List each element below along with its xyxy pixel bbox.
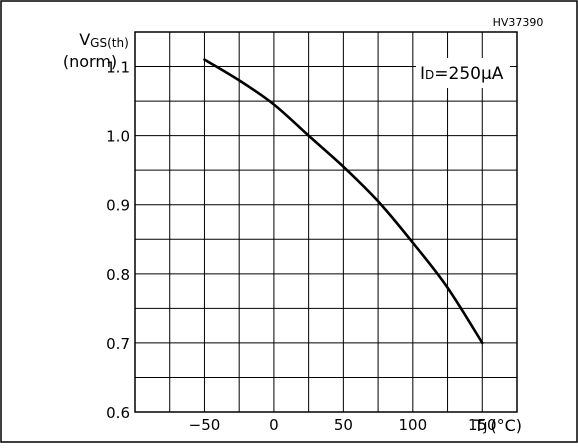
y-tick-label: 0.9 [106,197,130,215]
figure-code: HV37390 [493,16,544,29]
x-tick-label: 50 [334,416,353,434]
x-tick-label: 0 [269,416,279,434]
tick-labels: 0.6 0.7 0.8 0.9 1.0 1.1 −50 0 50 100 150 [106,59,496,434]
x-tick-label: 150 [468,416,497,434]
x-tick-label: −50 [189,416,221,434]
y-tick-label: 1.1 [106,59,130,77]
x-axis-label-main: T [473,416,484,435]
annotation-main: I [420,64,425,84]
annotation-sub: D [425,68,434,82]
x-axis-unit: (°C) [490,416,522,435]
grid-lines [134,31,518,413]
plot-area-border [134,31,518,413]
curve-layer [203,58,484,345]
x-axis-label: TJ (°C) [473,416,522,435]
y-axis-label-main: V [79,30,90,49]
y-tick-label: 0.7 [106,335,130,353]
annotation-box [416,58,510,88]
annotation-value: =250µA [434,64,504,84]
y-tick-label: 1.0 [106,128,130,146]
x-axis-label-sub: J [483,420,488,434]
x-tick-label: 100 [398,416,427,434]
vgs-th-norm-curve [203,58,484,345]
y-axis-unit: (norm) [63,52,117,71]
y-tick-label: 0.6 [106,404,130,422]
y-axis-label-sub: GS(th) [90,36,129,50]
y-tick-label: 0.8 [106,266,130,284]
annotation-label: ID=250µA [420,64,504,84]
y-axis-label: VGS(th) [79,30,129,50]
